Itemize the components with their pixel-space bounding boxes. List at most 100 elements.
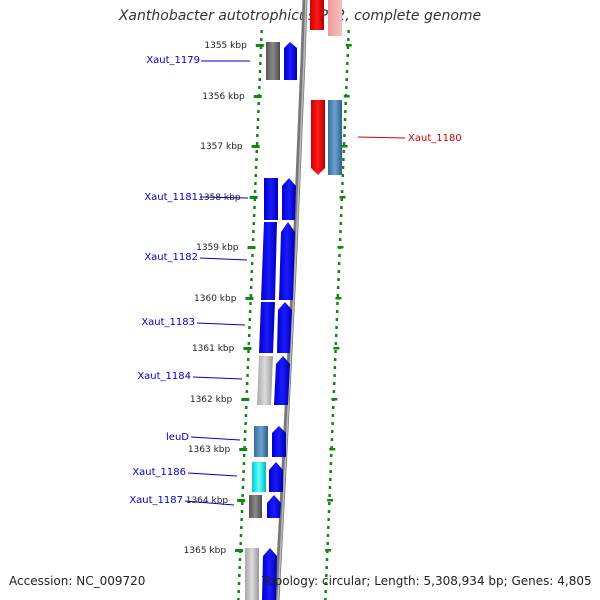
gene-block[interactable] xyxy=(274,356,290,405)
gene-block[interactable] xyxy=(267,495,281,518)
ruler-tick-label: 1359 kbp xyxy=(196,243,239,253)
ruler-dot xyxy=(243,438,247,441)
ruler-dot-right xyxy=(325,558,329,561)
ruler-dot xyxy=(257,110,260,113)
gene-label-leader xyxy=(196,322,246,326)
gene-block[interactable] xyxy=(282,178,296,220)
gene-block[interactable] xyxy=(269,462,283,492)
ruler-dot xyxy=(248,310,252,313)
ruler-dot-right xyxy=(331,406,335,409)
ruler-dot xyxy=(251,254,254,257)
ruler-tick-right xyxy=(333,347,340,350)
gene-block[interactable] xyxy=(266,42,280,80)
ruler-dot-right xyxy=(332,390,336,393)
gene-label[interactable]: leuD xyxy=(166,432,189,443)
gene-block[interactable] xyxy=(311,100,325,175)
gene-block[interactable] xyxy=(279,222,295,300)
gene-block[interactable] xyxy=(310,0,324,30)
gene-block[interactable] xyxy=(261,222,277,300)
gene-block[interactable] xyxy=(245,548,259,600)
ruler-tick-right xyxy=(343,95,350,98)
ruler-dot-right xyxy=(326,542,329,545)
ruler-dot xyxy=(252,214,256,217)
ruler-dot-right xyxy=(328,502,331,505)
ruler-dot-right xyxy=(345,86,348,89)
ruler-tick-right xyxy=(337,246,344,249)
ruler-dot xyxy=(254,174,258,177)
ruler-dot-right xyxy=(335,318,339,321)
ruler-dot-right xyxy=(329,478,332,481)
ruler-dot-right xyxy=(327,526,330,529)
ruler-dot xyxy=(244,430,247,433)
ruler-dot xyxy=(238,566,241,569)
ruler-dot-right xyxy=(337,262,341,265)
gene-label-leader xyxy=(199,257,248,261)
ruler-dot xyxy=(237,582,241,585)
ruler-dot xyxy=(254,182,257,185)
gene-block[interactable] xyxy=(249,495,262,518)
ruler-dot xyxy=(249,294,253,297)
gene-label[interactable]: Xaut_1187 xyxy=(129,495,183,506)
ruler-dot-right xyxy=(344,110,347,113)
gene-block[interactable] xyxy=(277,302,292,353)
ruler-dot-right xyxy=(333,374,336,377)
ruler-dot-right xyxy=(346,46,350,49)
ruler-tick xyxy=(249,196,258,199)
gene-block[interactable] xyxy=(284,42,297,80)
ruler-dot xyxy=(253,190,257,193)
ruler-dot xyxy=(247,334,251,337)
genome-backbone-highlight xyxy=(277,0,307,600)
ruler-dot xyxy=(240,510,244,513)
ruler-dot-right xyxy=(346,62,349,65)
ruler-tick-right xyxy=(345,44,352,47)
ruler-tick-label: 1357 kbp xyxy=(200,142,243,152)
gene-block[interactable] xyxy=(272,426,286,457)
gene-label[interactable]: Xaut_1179 xyxy=(146,55,200,66)
ruler-dot xyxy=(253,198,257,201)
ruler-tick xyxy=(251,145,260,148)
ruler-dot xyxy=(246,374,249,377)
topology-label: Topology: circular; Length: 5,308,934 bp… xyxy=(262,574,592,588)
ruler-dot-right xyxy=(336,286,340,289)
gene-block[interactable] xyxy=(264,178,278,220)
ruler-dot-right xyxy=(345,78,348,81)
gene-block[interactable] xyxy=(257,356,273,405)
ruler-dot xyxy=(256,126,259,129)
gene-block[interactable] xyxy=(328,0,342,36)
ruler-dot-right xyxy=(325,574,328,577)
ruler-dot xyxy=(242,470,245,473)
gene-label[interactable]: Xaut_1180 xyxy=(408,133,462,144)
genome-backbone xyxy=(274,0,308,600)
gene-block[interactable] xyxy=(262,548,277,600)
gene-label-leader xyxy=(357,136,406,139)
gene-block[interactable] xyxy=(328,100,342,175)
gene-block[interactable] xyxy=(252,462,266,492)
ruler-tick xyxy=(239,448,248,451)
gene-label[interactable]: Xaut_1182 xyxy=(144,252,198,263)
gene-label[interactable]: Xaut_1184 xyxy=(137,371,191,382)
ruler-dot xyxy=(250,270,254,273)
ruler-tick-label: 1365 kbp xyxy=(184,546,227,556)
ruler-dot-right xyxy=(342,158,345,161)
ruler-tick-right xyxy=(331,398,338,401)
gene-label[interactable]: Xaut_1181 xyxy=(144,192,198,203)
ruler-dot-right xyxy=(331,414,335,417)
ruler-dot-right xyxy=(346,54,349,57)
ruler-dot-right xyxy=(329,470,332,473)
ruler-dot-right xyxy=(334,334,338,337)
ruler-dot-right xyxy=(345,70,349,73)
ruler-dot xyxy=(240,518,243,521)
ruler-tick-label: 1355 kbp xyxy=(204,41,247,51)
ruler-dot xyxy=(237,598,240,600)
gene-label[interactable]: Xaut_1183 xyxy=(141,317,195,328)
ruler-dot xyxy=(252,230,255,233)
ruler-dot xyxy=(239,542,242,545)
ruler-dot-right xyxy=(332,382,336,385)
ruler-dot xyxy=(242,462,246,465)
ruler-dot-right xyxy=(333,358,337,361)
gene-block[interactable] xyxy=(259,302,275,353)
gene-label[interactable]: Xaut_1186 xyxy=(132,467,186,478)
gene-block[interactable] xyxy=(254,426,268,457)
ruler-dot xyxy=(248,326,251,329)
